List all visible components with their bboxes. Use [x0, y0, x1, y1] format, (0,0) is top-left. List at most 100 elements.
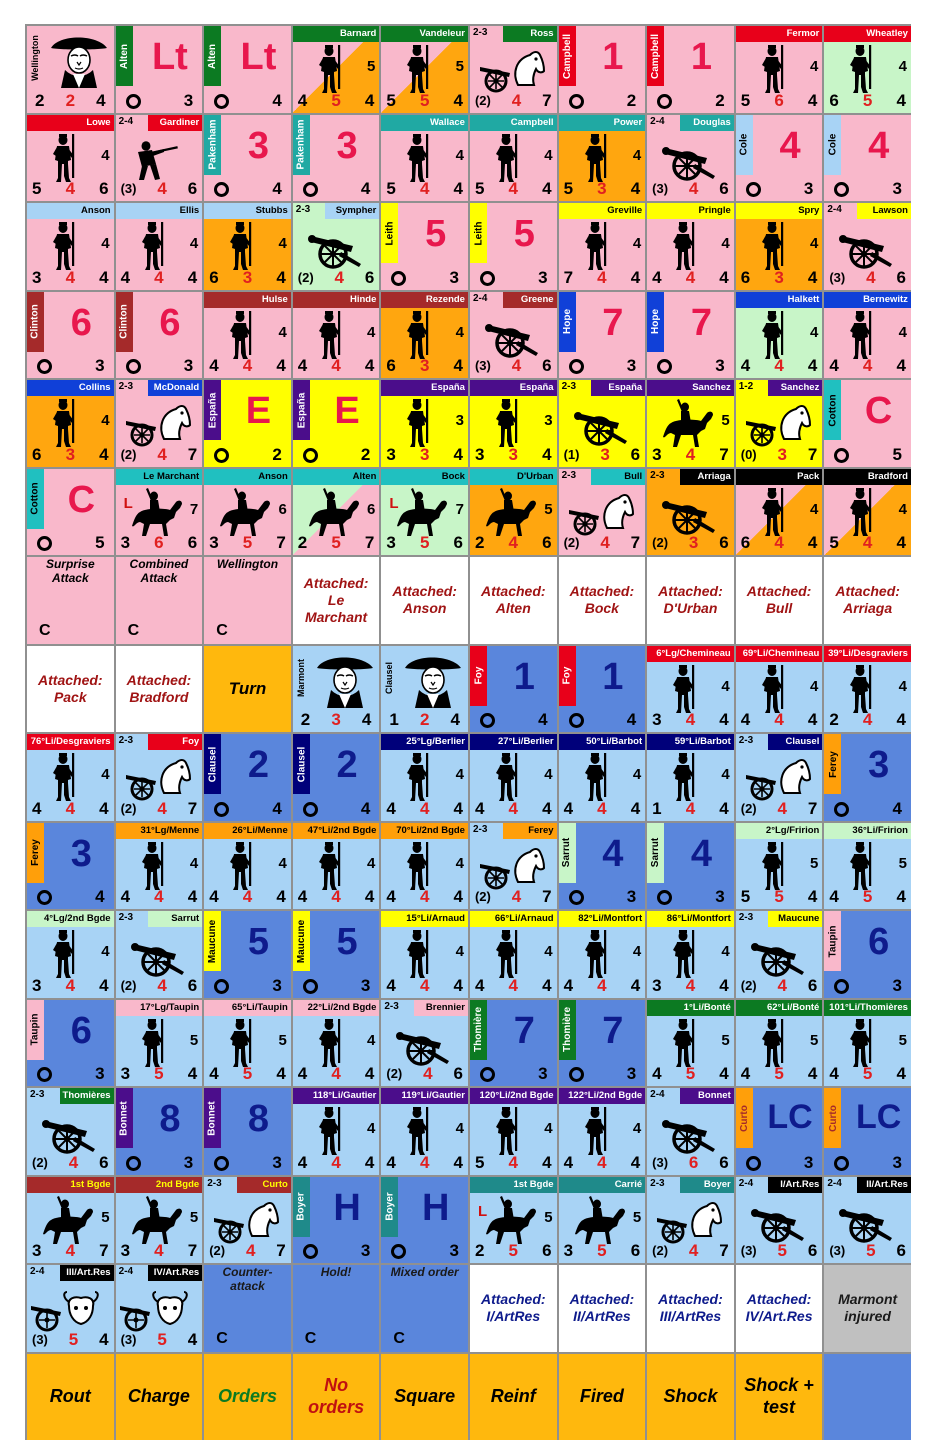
counter-cell[interactable]: 66°Li/Arnaud 4 4 4 4	[469, 911, 557, 998]
counter-cell[interactable]: Foy 2-3 (2) 4 7	[115, 734, 203, 821]
counter-cell[interactable]: Thomières 2-3 (2) 4 6	[27, 1088, 114, 1175]
counter-cell[interactable]: 2°Lg/Fririon 5 5 5 4	[735, 822, 823, 909]
counter-cell[interactable]: Sarrut 2-3 (2) 4 6	[115, 911, 203, 998]
counter-cell[interactable]: Lawson 2-4 (3) 4 6	[824, 203, 911, 290]
counter-cell[interactable]: Fired	[558, 1353, 646, 1440]
counter-cell[interactable]: Charge	[115, 1353, 203, 1440]
counter-cell[interactable]: Curto 2-3 (2) 4 7	[204, 1176, 291, 1263]
counter-cell[interactable]: 1st Bgde 5 L 2 5 6	[469, 1176, 557, 1263]
counter-cell[interactable]: Vandeleur 5 5 5 4	[381, 26, 468, 113]
counter-cell[interactable]: Pringle 4 4 4 4	[647, 203, 734, 290]
counter-cell[interactable]: 39°Li/Desgraviers 4 2 4 4	[824, 645, 911, 732]
counter-cell[interactable]: Cotton C 5	[27, 468, 114, 555]
counter-cell[interactable]: Foy 1 4	[558, 645, 646, 732]
counter-cell[interactable]: Clinton 6 3	[115, 291, 203, 378]
counter-cell[interactable]: Campbell 1 2	[558, 26, 646, 113]
counter-cell[interactable]: Sarrut 4 3	[558, 822, 646, 909]
counter-cell[interactable]: 76°Li/Desgraviers 4 4 4 4	[27, 734, 114, 821]
counter-cell[interactable]: Clinton 6 3	[27, 291, 114, 378]
counter-cell[interactable]: 1°Li/Bonté 5 4 5 4	[647, 999, 734, 1086]
counter-cell[interactable]: Pakenham 3 4	[204, 114, 291, 201]
counter-cell[interactable]: Attached: IV/Art.Res	[735, 1265, 823, 1352]
counter-cell[interactable]: 59°Li/Barbot 4 1 4 4	[647, 734, 734, 821]
counter-cell[interactable]: Attached: Anson	[381, 557, 468, 644]
counter-cell[interactable]: 6°Lg/Chemineau 4 3 4 4	[647, 645, 734, 732]
counter-cell[interactable]: Shock + test	[735, 1353, 823, 1440]
counter-cell[interactable]: Pakenham 3 4	[292, 114, 380, 201]
counter-cell[interactable]: Bock 7 L 3 5 6	[381, 468, 468, 555]
counter-cell[interactable]: 31°Lg/Menne 4 4 4 4	[115, 822, 203, 909]
counter-cell[interactable]: III/Art.Res 2-4 (3) 5 4	[27, 1265, 114, 1352]
counter-cell[interactable]: Alten 6 2 5 7	[292, 468, 380, 555]
counter-cell[interactable]: Boyer H 3	[292, 1176, 380, 1263]
counter-cell[interactable]: Bull 2-3 (2) 4 7	[558, 468, 646, 555]
counter-cell[interactable]: Fermor 4 5 6 4	[735, 26, 823, 113]
counter-cell[interactable]: Hold! C	[292, 1265, 380, 1352]
counter-cell[interactable]: Attached: I/ArtRes	[469, 1265, 557, 1352]
counter-cell[interactable]: Marmont 2 3 4	[292, 645, 380, 732]
counter-cell[interactable]: Surprise Attack C	[27, 557, 114, 644]
counter-cell[interactable]: Ross 2-3 (2) 4 7	[469, 26, 557, 113]
counter-cell[interactable]: Greville 4 7 4 4	[558, 203, 646, 290]
counter-cell[interactable]: Cole 4 3	[735, 114, 823, 201]
counter-cell[interactable]: Taupin 6 3	[27, 999, 114, 1086]
counter-cell[interactable]: España 3 3 3 4	[381, 380, 468, 467]
counter-cell[interactable]: Clausel 1 2 4	[381, 645, 468, 732]
counter-cell[interactable]: 120°Li/2nd Bgde 4 5 4 4	[469, 1088, 557, 1175]
counter-cell[interactable]: Bernewitz 4 4 4 4	[824, 291, 911, 378]
counter-cell[interactable]: Attached: Bull	[735, 557, 823, 644]
counter-cell[interactable]: McDonald 2-3 (2) 4 7	[115, 380, 203, 467]
counter-cell[interactable]: Thomière 7 3	[469, 999, 557, 1086]
counter-cell[interactable]: Attached: Pack	[27, 645, 114, 732]
counter-cell[interactable]: 101°Li/Thomières 5 4 5 4	[824, 999, 911, 1086]
counter-cell[interactable]: D'Urban 5 2 4 6	[469, 468, 557, 555]
counter-cell[interactable]: Wheatley 4 6 5 4	[824, 26, 911, 113]
counter-cell[interactable]: 70°Li/2nd Bgde 4 4 4 4	[381, 822, 468, 909]
counter-cell[interactable]: Marmont injured	[824, 1265, 911, 1352]
counter-cell[interactable]: Attached: Bradford	[115, 645, 203, 732]
counter-cell[interactable]: Boyer 2-3 (2) 4 7	[647, 1176, 734, 1263]
counter-cell[interactable]: Ferey 3 4	[27, 822, 114, 909]
counter-cell[interactable]: Spry 4 6 3 4	[735, 203, 823, 290]
counter-cell[interactable]: Maucune 5 3	[292, 911, 380, 998]
counter-cell[interactable]	[824, 1353, 911, 1440]
counter-cell[interactable]: 22°Li/2nd Bgde 4 4 4 4	[292, 999, 380, 1086]
counter-cell[interactable]: Combined Attack C	[115, 557, 203, 644]
counter-cell[interactable]: 118°Li/Gautier 4 4 4 4	[292, 1088, 380, 1175]
counter-cell[interactable]: Greene 2-4 (3) 4 6	[469, 291, 557, 378]
counter-cell[interactable]: Leith 5 3	[381, 203, 468, 290]
counter-cell[interactable]: Thomière 7 3	[558, 999, 646, 1086]
counter-cell[interactable]: Bonnet 8 3	[204, 1088, 291, 1175]
counter-cell[interactable]: Brennier 2-3 (2) 4 6	[381, 999, 468, 1086]
counter-cell[interactable]: España 3 3 3 4	[469, 380, 557, 467]
counter-cell[interactable]: España E 2	[292, 380, 380, 467]
counter-cell[interactable]: Alten Lt 3	[115, 26, 203, 113]
counter-cell[interactable]: I/Art.Res 2-4 (3) 5 6	[735, 1176, 823, 1263]
counter-cell[interactable]: Ferey 3 4	[824, 734, 911, 821]
counter-cell[interactable]: Hinde 4 4 4 4	[292, 291, 380, 378]
counter-cell[interactable]: Rezende 4 6 3 4	[381, 291, 468, 378]
counter-cell[interactable]: Cotton C 5	[824, 380, 911, 467]
counter-cell[interactable]: Attached: III/ArtRes	[647, 1265, 734, 1352]
counter-cell[interactable]: Gardiner 2-4 (3) 4 6	[115, 114, 203, 201]
counter-cell[interactable]: IV/Art.Res 2-4 (3) 5 4	[115, 1265, 203, 1352]
counter-cell[interactable]: Stubbs 4 6 3 4	[204, 203, 291, 290]
counter-cell[interactable]: Arriaga 2-3 (2) 3 6	[647, 468, 734, 555]
counter-cell[interactable]: 27°Li/Berlier 4 4 4 4	[469, 734, 557, 821]
counter-cell[interactable]: Bradford 4 5 4 4	[824, 468, 911, 555]
counter-cell[interactable]: Attached: Alten	[469, 557, 557, 644]
counter-cell[interactable]: Collins 4 6 3 4	[27, 380, 114, 467]
counter-cell[interactable]: Foy 1 4	[469, 645, 557, 732]
counter-cell[interactable]: Maucune 5 3	[204, 911, 291, 998]
counter-cell[interactable]: 65°Li/Taupin 5 4 5 4	[204, 999, 291, 1086]
counter-cell[interactable]: 122°Li/2nd Bgde 4 4 4 4	[558, 1088, 646, 1175]
counter-cell[interactable]: Attached: Bock	[558, 557, 646, 644]
counter-cell[interactable]: Pack 4 6 4 4	[735, 468, 823, 555]
counter-cell[interactable]: 25°Lg/Berlier 4 4 4 4	[381, 734, 468, 821]
counter-cell[interactable]: No orders	[292, 1353, 380, 1440]
counter-cell[interactable]: Bonnet 2-4 (3) 6 6	[647, 1088, 734, 1175]
counter-cell[interactable]: Lowe 4 5 4 6	[27, 114, 114, 201]
counter-cell[interactable]: Hulse 4 4 4 4	[204, 291, 291, 378]
counter-cell[interactable]: 2nd Bgde 5 3 4 7	[115, 1176, 203, 1263]
counter-cell[interactable]: Taupin 6 3	[824, 911, 911, 998]
